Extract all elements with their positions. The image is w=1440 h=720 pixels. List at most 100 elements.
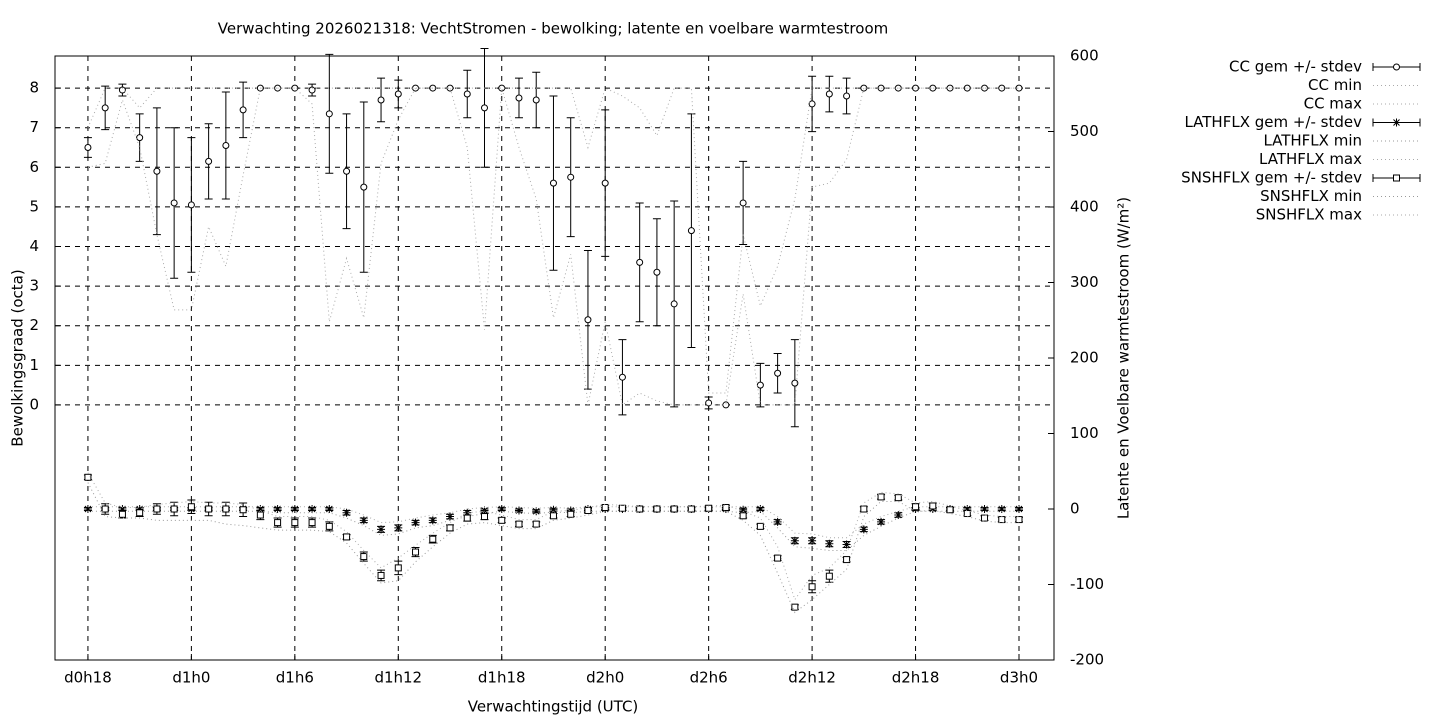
asterisk-point: [790, 536, 799, 545]
asterisk-point: [377, 525, 386, 534]
circle-point: [187, 201, 195, 209]
x-tick-label: d0h18: [64, 669, 112, 687]
circle-point: [894, 84, 902, 92]
legend-label: SNSHFLX min: [1260, 187, 1362, 205]
circle-point: [636, 258, 644, 266]
square-point: [791, 603, 799, 611]
asterisk-point: [963, 505, 972, 513]
x-tick-label: d1h0: [172, 669, 210, 687]
asterisk-point: [739, 505, 748, 514]
y2-tick-label: -100: [1070, 575, 1104, 593]
legend-label: LATHFLX max: [1259, 150, 1362, 168]
circle-point: [101, 104, 109, 112]
circle-point: [843, 92, 851, 100]
circle-point: [360, 183, 368, 191]
asterisk-point: [842, 540, 851, 549]
square-point: [412, 548, 420, 556]
circle-point: [946, 84, 954, 92]
square-point: [877, 493, 885, 501]
square-point: [946, 506, 954, 514]
square-point: [843, 556, 851, 564]
square-point: [912, 503, 920, 511]
circle-point: [205, 157, 213, 165]
asterisk-point: [83, 505, 92, 513]
square-point: [480, 513, 488, 521]
x-tick-label: d2h12: [788, 669, 836, 687]
y-tick-label: 7: [29, 118, 39, 136]
square-point: [549, 512, 557, 520]
square-point: [498, 516, 506, 524]
circle-point: [222, 142, 230, 150]
legend-label: SNSHFLX gem +/- stdev: [1181, 169, 1362, 187]
circle-point: [722, 401, 730, 409]
legend-label: CC min: [1308, 76, 1362, 94]
plot-border: [54, 55, 1055, 661]
asterisk-point: [497, 505, 506, 513]
asterisk-point: [877, 517, 886, 526]
circle-point: [653, 268, 661, 276]
square-point: [308, 519, 316, 527]
square-point: [532, 520, 540, 528]
square-point: [239, 506, 247, 514]
asterisk-point: [290, 505, 299, 513]
square-point: [636, 505, 644, 513]
circle-point: [825, 90, 833, 98]
square-point: [205, 505, 213, 513]
asterisk-point: [428, 516, 437, 525]
circle-point: [670, 300, 678, 308]
asterisk-point: [342, 508, 351, 517]
y-tick-label: 8: [29, 79, 39, 97]
square-point: [84, 473, 92, 481]
y-tick-label: 0: [29, 395, 39, 413]
square-point: [653, 505, 661, 513]
circle-point: [567, 173, 575, 181]
square-point: [446, 524, 454, 532]
y2-tick-label: -200: [1070, 651, 1104, 669]
y-tick-label: 3: [29, 277, 39, 295]
y2-tick-label: 300: [1070, 273, 1099, 291]
circle-point: [136, 134, 144, 142]
square-point: [618, 504, 626, 512]
legend-label: CC gem +/- stdev: [1229, 58, 1362, 76]
y2-tick-label: 100: [1070, 424, 1099, 442]
y2-axis-label: Latente en Voelbare warmtestroom (W/m²): [1115, 197, 1133, 519]
legend-label: CC max: [1304, 95, 1363, 113]
square-point: [670, 505, 678, 513]
x-tick-label: d1h18: [478, 669, 526, 687]
range-line: [87, 472, 1019, 601]
legend-marker: [1392, 118, 1401, 127]
x-axis-label: Verwachtingstijd (UTC): [468, 698, 639, 716]
square-point: [153, 505, 161, 513]
y2-tick-label: 400: [1070, 198, 1099, 216]
square-point: [360, 553, 368, 561]
asterisk-point: [446, 512, 455, 521]
y-tick-label: 1: [29, 356, 39, 374]
asterisk-point: [394, 523, 403, 532]
y-axis-label: Bewolkingsgraad (octa): [9, 269, 27, 446]
asterisk-point: [514, 506, 523, 515]
square-point: [394, 564, 402, 572]
square-point: [567, 510, 575, 518]
asterisk-point: [980, 505, 989, 513]
circle-point: [756, 381, 764, 389]
circle-point: [739, 199, 747, 207]
square-point: [774, 554, 782, 562]
circle-point: [791, 379, 799, 387]
square-point: [118, 510, 126, 518]
asterisk-point: [773, 517, 782, 526]
asterisk-point: [566, 506, 575, 515]
square-point: [343, 533, 351, 541]
square-point: [929, 502, 937, 510]
circle-point: [170, 199, 178, 207]
asterisk-point: [463, 508, 472, 517]
range-line: [87, 482, 1019, 614]
asterisk-point: [411, 518, 420, 527]
asterisk-point: [480, 506, 489, 515]
square-point: [860, 505, 868, 513]
asterisk-point: [549, 505, 558, 514]
square-point: [1015, 516, 1023, 524]
x-tick-label: d3h0: [1000, 669, 1038, 687]
circle-point: [377, 96, 385, 104]
square-point: [584, 507, 592, 515]
